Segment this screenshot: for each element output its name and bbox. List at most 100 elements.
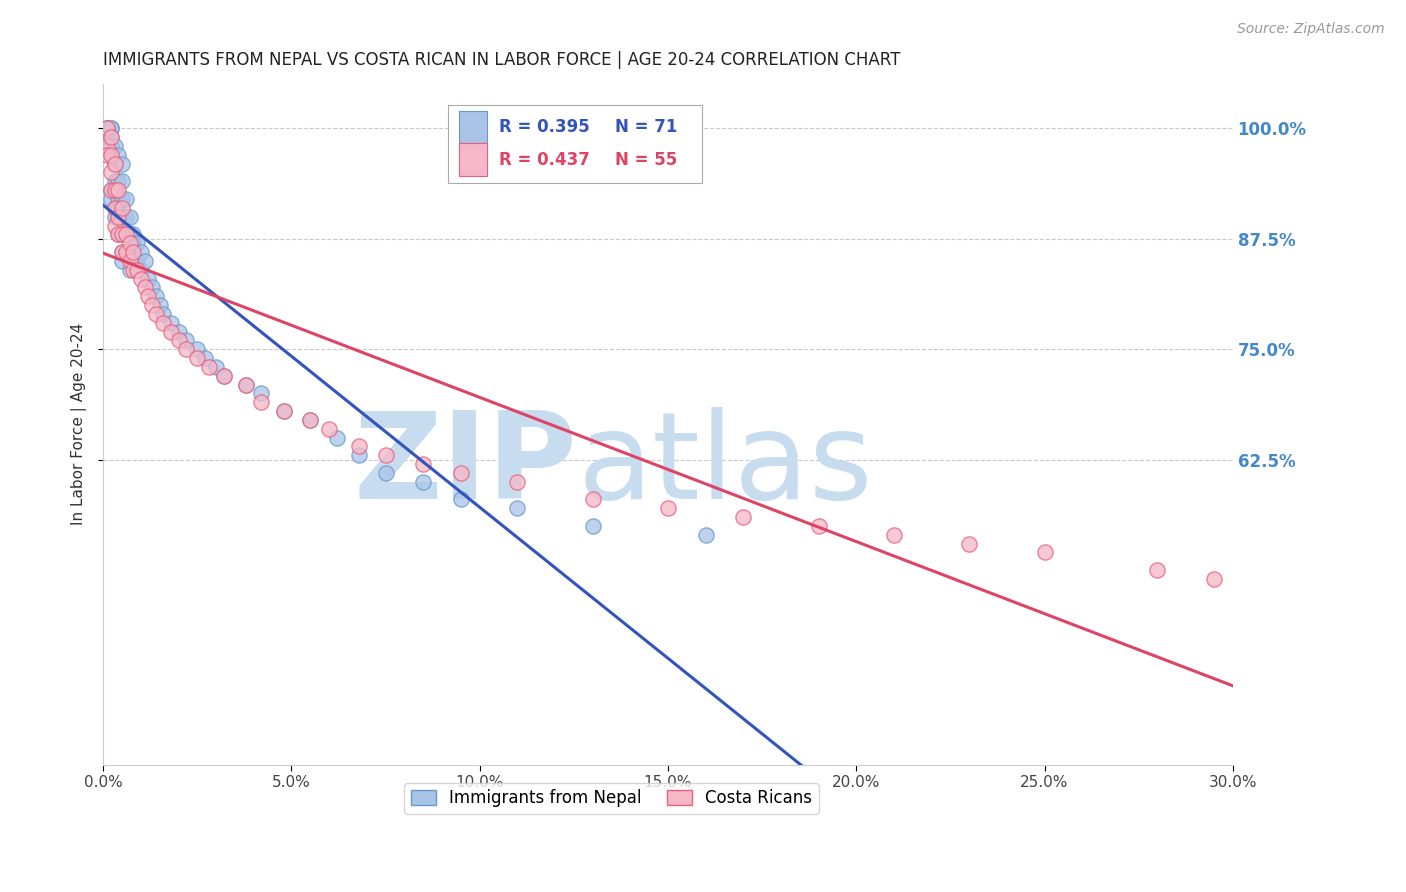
Point — [1033, 545, 1056, 559]
Point — [118, 227, 141, 242]
Point — [103, 201, 125, 215]
Point — [122, 262, 145, 277]
Point — [582, 492, 605, 507]
Point — [127, 253, 149, 268]
Point — [114, 245, 136, 260]
Point — [197, 359, 219, 374]
Point — [212, 368, 235, 383]
Text: Source: ZipAtlas.com: Source: ZipAtlas.com — [1237, 22, 1385, 37]
Point — [107, 148, 129, 162]
Point — [374, 448, 396, 462]
Point — [107, 210, 129, 224]
Point — [100, 192, 122, 206]
Point — [1202, 572, 1225, 586]
Point — [695, 528, 717, 542]
Point — [506, 475, 529, 489]
Point — [235, 377, 257, 392]
Point — [1146, 563, 1168, 577]
Point — [127, 262, 149, 277]
Text: ZIP: ZIP — [354, 407, 578, 524]
Point — [107, 210, 129, 224]
FancyBboxPatch shape — [447, 104, 702, 183]
Point — [450, 466, 472, 480]
Point — [141, 280, 163, 294]
Point — [273, 404, 295, 418]
Point — [250, 395, 273, 409]
Point — [96, 130, 118, 145]
Point — [149, 298, 172, 312]
Point — [118, 210, 141, 224]
Point — [107, 201, 129, 215]
FancyBboxPatch shape — [458, 144, 488, 176]
Point — [235, 377, 257, 392]
Point — [883, 528, 905, 542]
Point — [174, 342, 197, 356]
Point — [111, 210, 134, 224]
Point — [107, 174, 129, 188]
Point — [111, 253, 134, 268]
Text: atlas: atlas — [578, 407, 873, 524]
Point — [107, 183, 129, 197]
Point — [174, 334, 197, 348]
Point — [138, 289, 160, 303]
Point — [145, 307, 167, 321]
Point — [160, 325, 183, 339]
Point — [299, 413, 322, 427]
Text: R = 0.395: R = 0.395 — [499, 118, 589, 136]
Point — [412, 475, 434, 489]
Point — [96, 130, 118, 145]
Point — [103, 156, 125, 170]
Point — [96, 148, 118, 162]
Point — [325, 431, 347, 445]
Point — [129, 262, 152, 277]
Point — [111, 192, 134, 206]
Point — [212, 368, 235, 383]
Point — [100, 183, 122, 197]
Point — [141, 298, 163, 312]
Point — [138, 271, 160, 285]
Point — [107, 227, 129, 242]
Point — [273, 404, 295, 418]
Point — [506, 501, 529, 516]
Point — [450, 492, 472, 507]
Point — [100, 183, 122, 197]
Point — [111, 245, 134, 260]
Point — [107, 227, 129, 242]
Point — [111, 156, 134, 170]
Text: R = 0.437: R = 0.437 — [499, 152, 589, 169]
FancyBboxPatch shape — [458, 111, 488, 144]
Point — [96, 139, 118, 153]
Point — [122, 245, 145, 260]
Point — [103, 139, 125, 153]
Point — [100, 148, 122, 162]
Point — [134, 253, 156, 268]
Point — [657, 501, 679, 516]
Point — [96, 121, 118, 136]
Point — [205, 359, 228, 374]
Point — [186, 342, 208, 356]
Point — [582, 519, 605, 533]
Point — [167, 334, 190, 348]
Point — [111, 227, 134, 242]
Point — [114, 245, 136, 260]
Text: IMMIGRANTS FROM NEPAL VS COSTA RICAN IN LABOR FORCE | AGE 20-24 CORRELATION CHAR: IMMIGRANTS FROM NEPAL VS COSTA RICAN IN … — [103, 51, 901, 69]
Point — [118, 262, 141, 277]
Text: N = 71: N = 71 — [614, 118, 678, 136]
Point — [103, 201, 125, 215]
Point — [127, 236, 149, 251]
Point — [807, 519, 830, 533]
Point — [733, 510, 755, 524]
Point — [114, 227, 136, 242]
Point — [118, 236, 141, 251]
Point — [118, 253, 141, 268]
Point — [194, 351, 217, 365]
Point — [957, 536, 980, 550]
Point — [318, 422, 340, 436]
Point — [152, 316, 174, 330]
Point — [96, 121, 118, 136]
Point — [103, 183, 125, 197]
Point — [122, 227, 145, 242]
Point — [100, 130, 122, 145]
Point — [374, 466, 396, 480]
Text: N = 55: N = 55 — [614, 152, 678, 169]
